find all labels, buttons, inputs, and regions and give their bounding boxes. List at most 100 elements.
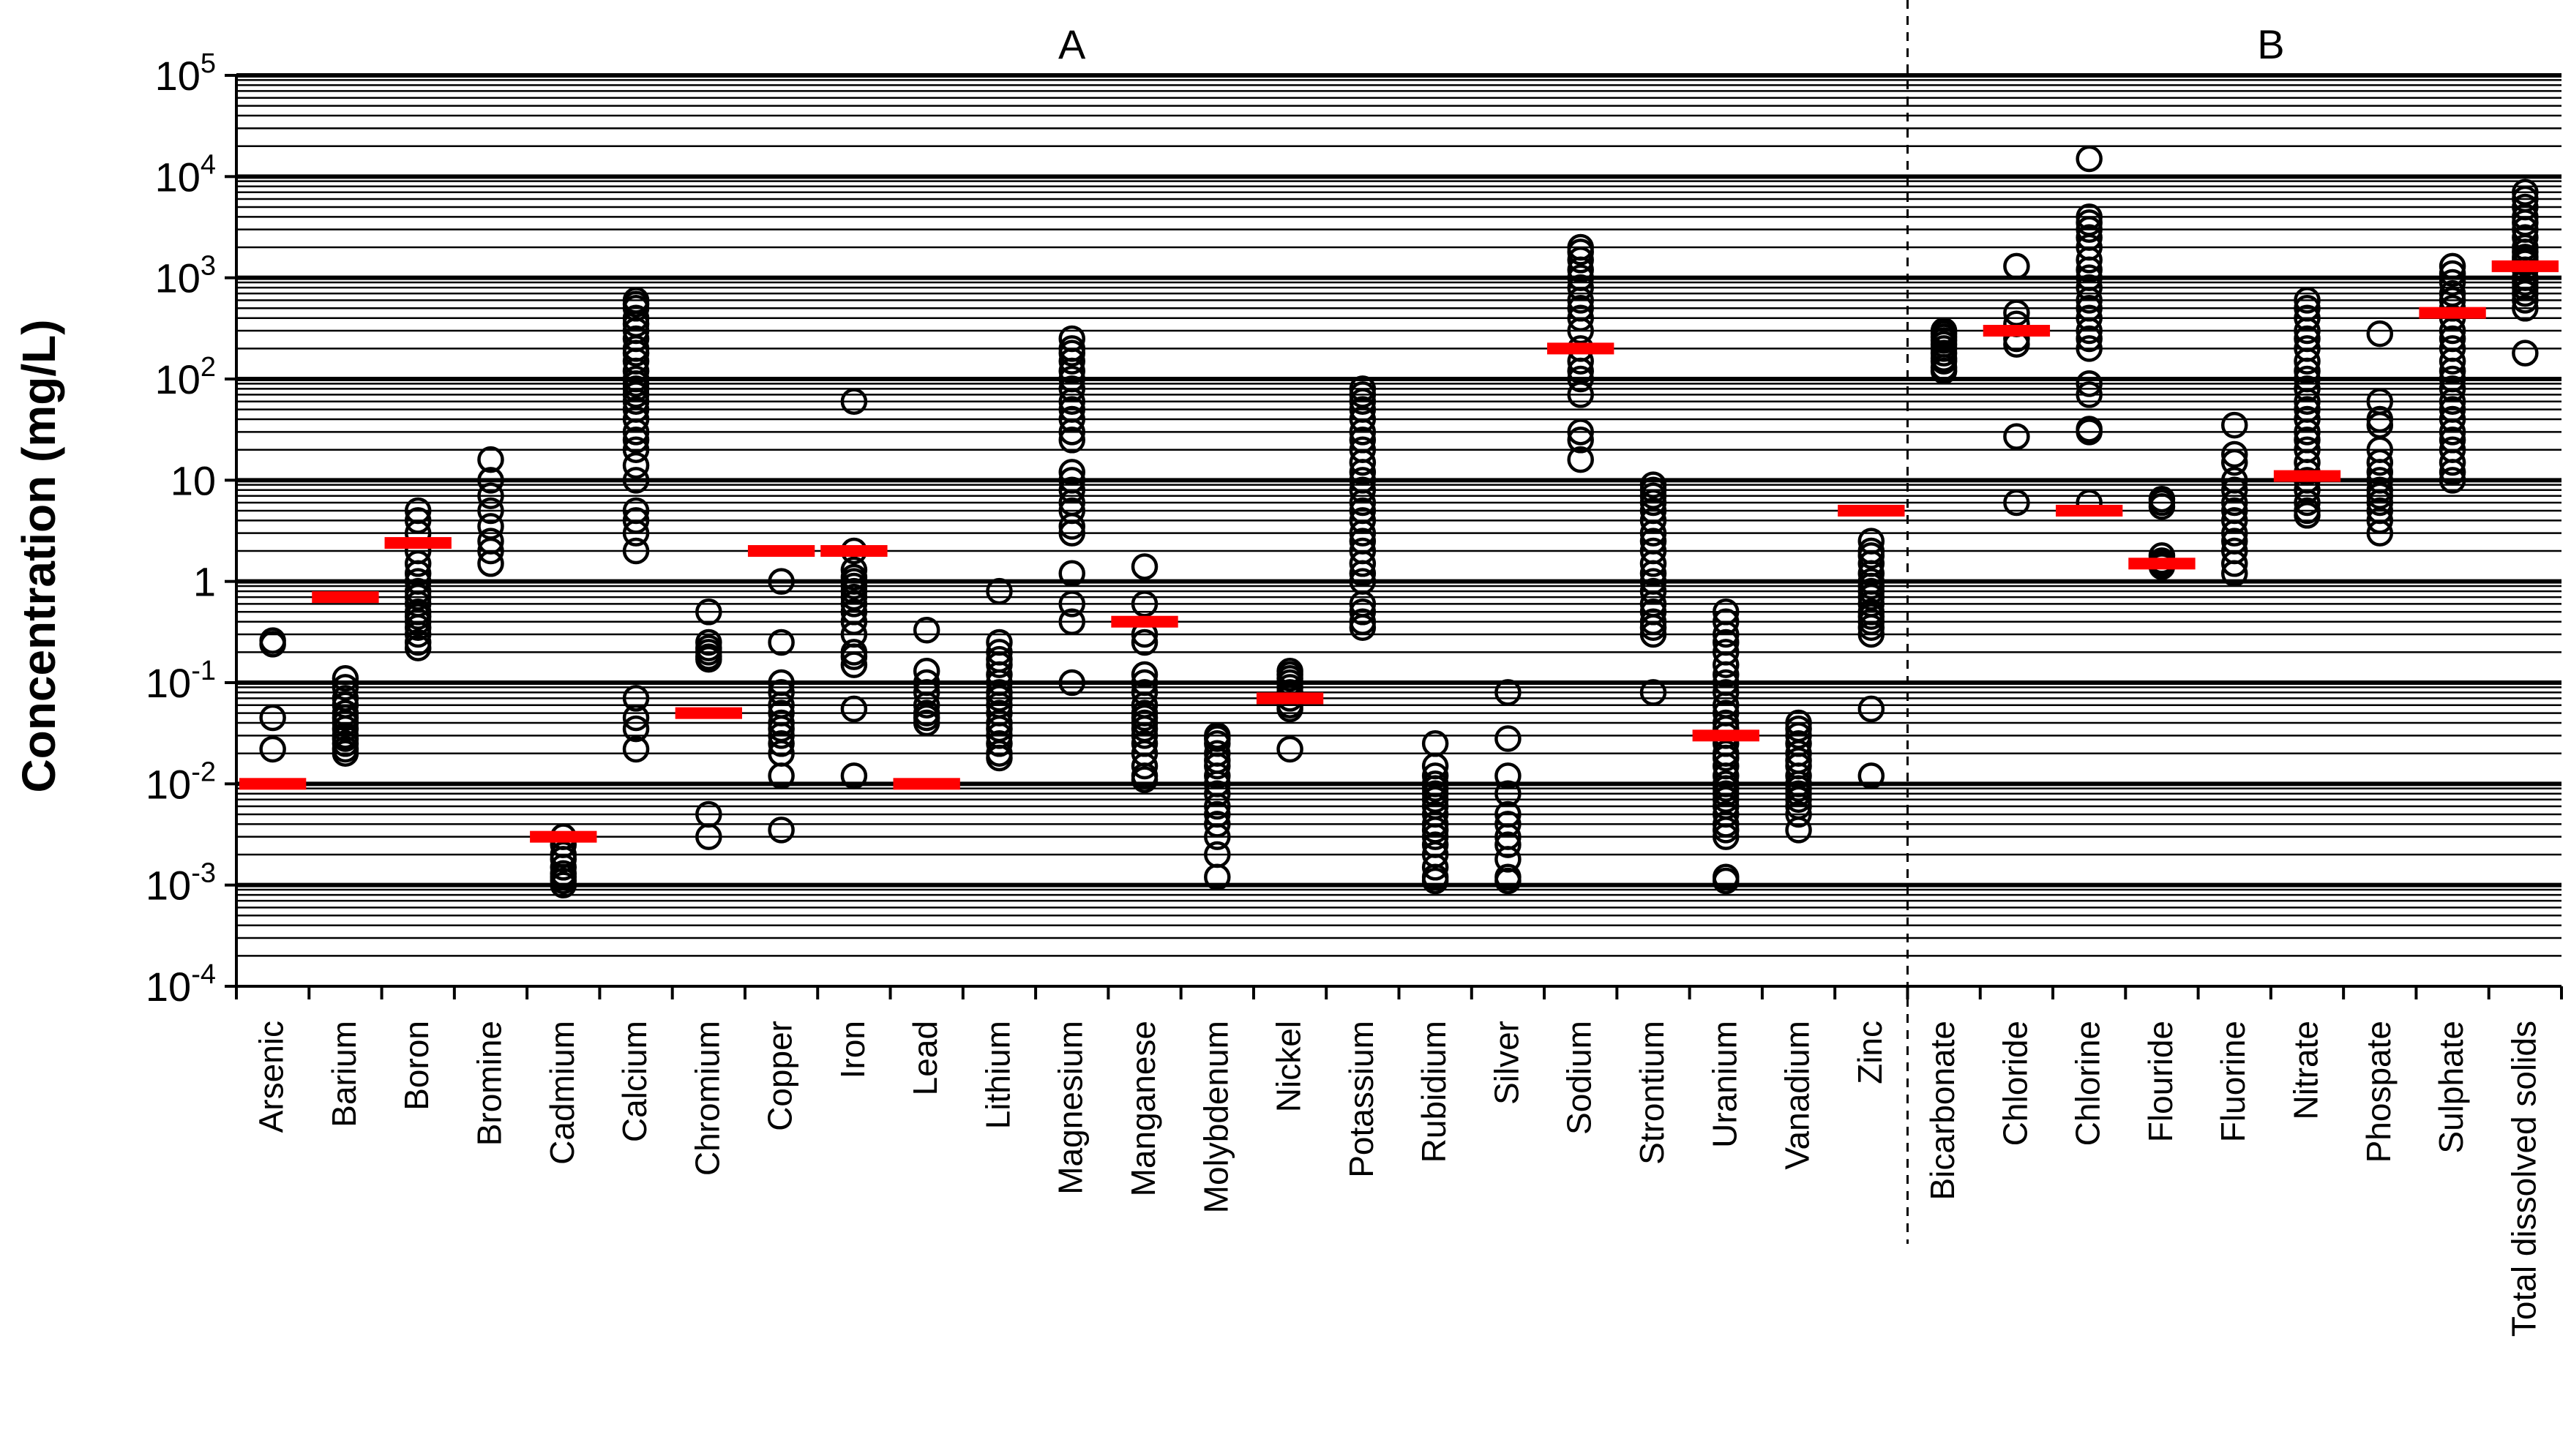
point-calcium [622, 467, 650, 494]
x-tick-label-flouride: Flouride [2141, 1021, 2179, 1142]
x-tick-label-barium: Barium [325, 1021, 363, 1127]
point-sulphate [2439, 260, 2466, 288]
point-calcium [622, 735, 650, 763]
point-total-dissolved-solids [2512, 295, 2539, 322]
x-tick-label-sulphate: Sulphate [2432, 1021, 2470, 1154]
point-magnesium [1058, 405, 1085, 433]
x-tick-label-uranium: Uranium [1705, 1021, 1743, 1148]
point-uranium [1713, 651, 1740, 678]
point-nitrate [2294, 489, 2321, 517]
guideline-arsenic [239, 778, 307, 790]
point-manganese [1131, 766, 1159, 793]
point-bromine [477, 467, 504, 494]
x-tick-label-calcium: Calcium [615, 1021, 654, 1142]
point-calcium [622, 436, 650, 463]
y-tick-label: 103 [155, 251, 216, 301]
y-tick-label: 10-1 [146, 656, 216, 706]
point-silver [1494, 831, 1522, 858]
point-chlorine [2076, 256, 2103, 283]
point-chlorine [2076, 335, 2103, 362]
point-sodium [1567, 274, 1594, 301]
point-fluorine [2220, 411, 2248, 439]
point-potassium [1349, 405, 1377, 433]
point-magnesium [1058, 419, 1085, 446]
point-bromine [477, 550, 504, 577]
point-iron [840, 643, 868, 670]
point-lead [913, 679, 940, 706]
point-lithium [986, 577, 1013, 605]
point-sulphate [2439, 405, 2466, 433]
point-phospate [2366, 507, 2394, 534]
point-vanadium [1785, 817, 1812, 844]
point-boron [404, 550, 432, 577]
point-bromine [477, 482, 504, 510]
point-fluorine [2220, 449, 2248, 476]
guideline-cadmium [530, 830, 597, 843]
point-manganese [1131, 590, 1159, 618]
point-iron [840, 651, 868, 678]
x-tick-label-phospate: Phospate [2359, 1021, 2398, 1163]
guideline-iron [820, 545, 888, 558]
point-iron [840, 590, 868, 618]
point-phospate [2366, 449, 2394, 476]
point-rubidium [1421, 823, 1449, 850]
point-boron [404, 634, 432, 661]
x-tick-label-total-dissolved-solids: Total dissolved solids [2504, 1021, 2542, 1337]
x-tick-label-cadmium: Cadmium [543, 1021, 581, 1165]
point-uranium [1713, 867, 1740, 895]
x-tick-label-bromine: Bromine [470, 1021, 508, 1146]
x-tick-label-iron: Iron [834, 1021, 872, 1078]
y-tick-label: 1 [193, 559, 216, 605]
guideline-lead [893, 778, 960, 790]
point-barium [332, 674, 359, 701]
point-calcium [622, 685, 650, 712]
x-tick-label-nitrate: Nitrate [2287, 1021, 2325, 1119]
point-potassium [1349, 598, 1377, 626]
point-calcium [622, 715, 650, 743]
y-axis-label: Concentration (mg/L) [12, 319, 65, 792]
guideline-chlorine [2056, 504, 2123, 517]
point-sulphate [2439, 317, 2466, 345]
point-iron [840, 608, 868, 635]
point-nitrate [2294, 357, 2321, 385]
group-label-b: B [2257, 21, 2284, 67]
point-potassium [1349, 560, 1377, 587]
point-calcium [622, 419, 650, 446]
point-silver [1494, 780, 1522, 807]
guideline-barium [312, 591, 379, 604]
point-potassium [1349, 489, 1377, 517]
y-tick-label: 10-3 [146, 858, 216, 909]
point-magnesium [1058, 608, 1085, 635]
gridlines [236, 73, 2561, 957]
point-manganese [1131, 722, 1159, 749]
guideline-chromium [675, 707, 742, 719]
point-magnesium [1058, 669, 1085, 697]
x-tick-label-nickel: Nickel [1270, 1021, 1308, 1112]
point-silver [1494, 846, 1522, 873]
point-rubidium [1421, 854, 1449, 881]
point-chlorine [2076, 247, 2103, 274]
point-magnesium [1058, 459, 1085, 486]
point-fluorine [2220, 476, 2248, 503]
point-nitrate [2294, 287, 2321, 314]
point-cadmium [550, 846, 577, 873]
point-vanadium [1785, 786, 1812, 814]
point-strontium [1639, 519, 1667, 547]
point-calcium [622, 704, 650, 732]
x-tick-label-boron: Boron [397, 1021, 435, 1111]
point-silver [1494, 867, 1522, 895]
point-chloride [2003, 299, 2030, 326]
point-barium [332, 740, 359, 767]
group-label-a: A [1058, 21, 1086, 67]
point-sodium [1567, 239, 1594, 266]
point-copper [768, 762, 795, 789]
point-zinc [1857, 762, 1885, 789]
x-tick-label-silver: Silver [1487, 1021, 1525, 1105]
point-rubidium [1421, 867, 1449, 895]
point-sulphate [2439, 269, 2466, 296]
point-fluorine [2220, 560, 2248, 587]
point-silver [1494, 725, 1522, 752]
point-fluorine [2220, 440, 2248, 468]
point-nitrate [2294, 405, 2321, 433]
point-uranium [1713, 817, 1740, 844]
